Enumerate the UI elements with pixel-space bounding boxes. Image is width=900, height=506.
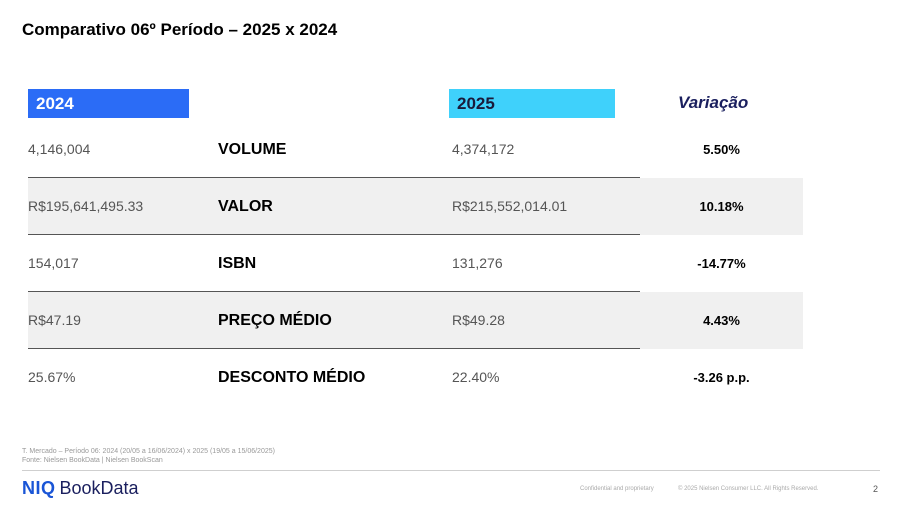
value-2025: R$49.28 bbox=[452, 312, 505, 328]
header-2025: 2025 bbox=[449, 89, 615, 118]
value-2025: 22.40% bbox=[452, 369, 500, 385]
source-text: Fonte: Nielsen BookData | Nielsen BookSc… bbox=[22, 457, 163, 464]
value-2024: 154,017 bbox=[28, 255, 79, 271]
metric-label: VOLUME bbox=[218, 141, 287, 158]
value-2025: 131,276 bbox=[452, 255, 503, 271]
metric-label: VALOR bbox=[218, 198, 273, 215]
row-divider bbox=[28, 234, 640, 235]
source-note: T. Mercado – Período 06: 2024 (20/05 a 1… bbox=[22, 447, 275, 465]
variation-value: -3.26 p.p. bbox=[693, 370, 750, 385]
table-row: 4,146,004 VOLUME 4,374,172 5.50% bbox=[28, 121, 803, 178]
value-2024: R$47.19 bbox=[28, 312, 81, 328]
period-note: T. Mercado – Período 06: 2024 (20/05 a 1… bbox=[22, 448, 275, 455]
header-2024: 2024 bbox=[28, 89, 189, 118]
logo-bookdata: BookData bbox=[59, 478, 139, 498]
copyright-text: © 2025 Nielsen Consumer LLC. All Rights … bbox=[678, 486, 819, 492]
metric-label: PREÇO MÉDIO bbox=[218, 312, 332, 329]
footer-divider bbox=[22, 470, 880, 471]
logo-niq: NIQ bbox=[22, 478, 56, 498]
value-2025: 4,374,172 bbox=[452, 141, 515, 157]
variation-value: 5.50% bbox=[703, 142, 740, 157]
metric-label: ISBN bbox=[218, 255, 257, 272]
value-2024: R$195,641,495.33 bbox=[28, 198, 144, 214]
variation-value: -14.77% bbox=[697, 256, 746, 271]
row-divider bbox=[28, 348, 640, 349]
table-row: 154,017 ISBN 131,276 -14.77% bbox=[28, 235, 803, 292]
header-variation: Variação bbox=[678, 93, 749, 112]
value-2024: 4,146,004 bbox=[28, 141, 91, 157]
variation-value: 4.43% bbox=[703, 313, 740, 328]
niq-bookdata-logo: NIQ BookData bbox=[22, 477, 139, 499]
value-2024: 25.67% bbox=[28, 369, 76, 385]
table-row: R$195,641,495.33 VALOR R$215,552,014.01 … bbox=[28, 178, 803, 235]
row-divider bbox=[28, 291, 640, 292]
row-divider bbox=[28, 177, 640, 178]
value-2025: R$215,552,014.01 bbox=[452, 198, 568, 214]
variation-value: 10.18% bbox=[699, 199, 744, 214]
page-number: 2 bbox=[873, 484, 879, 494]
metric-label: DESCONTO MÉDIO bbox=[218, 369, 366, 386]
table-row: 25.67% DESCONTO MÉDIO 22.40% -3.26 p.p. bbox=[28, 349, 803, 406]
page-title: Comparativo 06º Período – 2025 x 2024 bbox=[22, 20, 338, 39]
confidential-text: Confidential and proprietary bbox=[580, 486, 654, 492]
table-row: R$47.19 PREÇO MÉDIO R$49.28 4.43% bbox=[28, 292, 803, 349]
